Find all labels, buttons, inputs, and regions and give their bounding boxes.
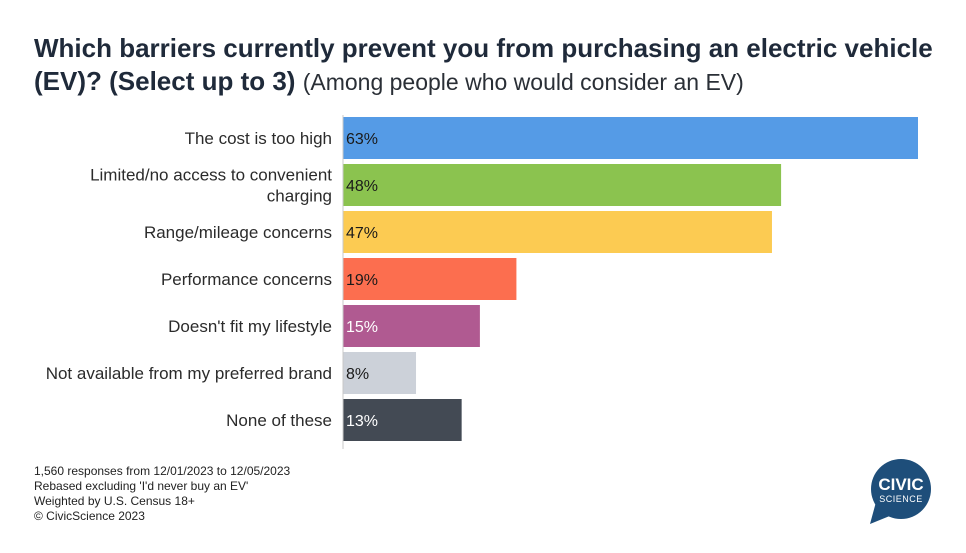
footnote-rebased: Rebased excluding 'I'd never buy an EV'	[34, 479, 249, 493]
logo-bubble-tail	[870, 502, 892, 524]
civicscience-logo: CIVIC SCIENCE	[870, 459, 931, 524]
title-question: Which barriers currently prevent you fro…	[34, 33, 933, 96]
bar-value-label-6: 8%	[346, 366, 369, 383]
bar-2	[343, 164, 782, 206]
bar-value-label-2: 48%	[346, 178, 378, 195]
category-label-7: None of these	[226, 411, 332, 430]
footnote-copyright: © CivicScience 2023	[34, 509, 145, 523]
footnote-weighted: Weighted by U.S. Census 18+	[34, 494, 195, 508]
title-subtitle: (Among people who would consider an EV)	[302, 69, 744, 95]
bar-value-label-7: 13%	[346, 413, 378, 430]
category-label-1: The cost is too high	[185, 129, 332, 148]
footnotes: 1,560 responses from 12/01/2023 to 12/05…	[34, 464, 290, 524]
bar-1	[343, 117, 918, 159]
bar-4	[343, 258, 517, 300]
bar-7	[343, 399, 462, 441]
logo-text-science: SCIENCE	[879, 494, 923, 504]
category-label-2-line-1: Limited/no access to convenient	[90, 166, 332, 185]
category-label-2-line-2: charging	[267, 187, 332, 206]
bar-value-label-3: 47%	[346, 225, 378, 242]
bar-3	[343, 211, 772, 253]
category-label-6: Not available from my preferred brand	[46, 364, 332, 383]
bar-6	[343, 352, 417, 394]
bar-value-label-4: 19%	[346, 272, 378, 289]
footnote-responses: 1,560 responses from 12/01/2023 to 12/05…	[34, 464, 291, 478]
category-label-5: Doesn't fit my lifestyle	[168, 317, 332, 336]
bar-value-label-5: 15%	[346, 319, 378, 336]
bar-value-label-1: 63%	[346, 131, 378, 148]
category-label-4: Performance concerns	[161, 270, 332, 289]
logo-bubble	[871, 459, 931, 519]
bar-5	[343, 305, 480, 347]
category-label-3: Range/mileage concerns	[144, 223, 332, 242]
logo-text-civic: CIVIC	[878, 475, 923, 494]
chart-title: Which barriers currently prevent you fro…	[34, 32, 934, 99]
